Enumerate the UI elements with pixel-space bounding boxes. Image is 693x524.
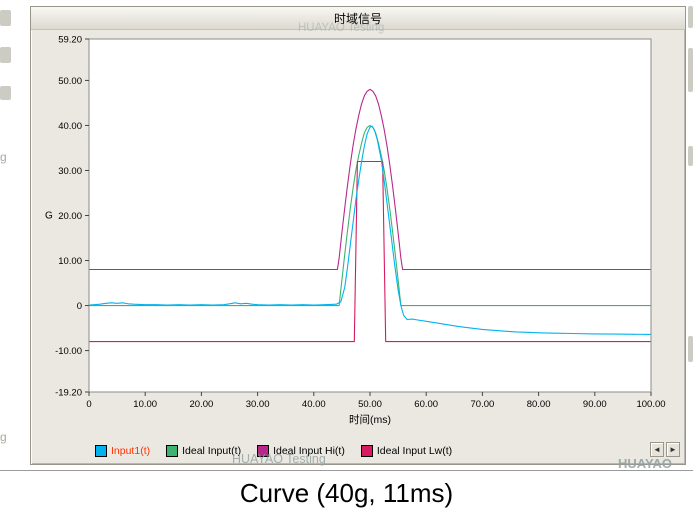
chart-wrap: 0 10.00 20.00 30.00 40.00 50.00 60.00 70.00 80.0… [31,30,685,438]
y-tick-label: 10.00 [58,256,82,267]
x-tick-label: 30.00 [246,399,270,410]
background-toolbar-icon [688,146,693,166]
separator-line [0,470,693,471]
x-tick-label: 90.00 [583,399,607,410]
legend-scroll-right-button[interactable]: ► [666,442,680,457]
series-line-3 [89,160,651,343]
background-toolbar-icon [688,6,693,28]
x-tick-label: 10.00 [133,399,157,410]
legend-label: Ideal Input Hi(t) [273,445,345,457]
background-toolbar-icon [688,48,693,92]
window-titlebar: 时域信号 [31,7,685,30]
chart-canvas: 0 10.00 20.00 30.00 40.00 50.00 60.00 70.00 80.0… [45,35,666,427]
legend-label: Ideal Input Lw(t) [376,445,453,457]
background-text-fragment: g [0,150,7,164]
x-tick-label: 20.00 [190,399,214,410]
series-line-2 [89,88,651,271]
legend-item-ideal-input[interactable]: Ideal Input(t) [166,445,241,457]
legend-swatch [95,445,107,457]
legend-item-input1[interactable]: Input1(t) [95,445,150,457]
x-tick-label: 0 [86,399,91,410]
legend-swatch [166,445,179,457]
y-tick-label: -10.00 [55,346,82,357]
y-tick-label: 0 [77,301,82,312]
legend-items: Input1(t) Ideal Input(t) Ideal Input Hi(t)… [95,445,468,457]
legend-bar: Input1(t) Ideal Input(t) Ideal Input Hi(t)… [31,438,685,464]
background-toolbar-icon [0,47,11,63]
legend-item-ideal-input-hi[interactable]: Ideal Input Hi(t) [257,445,345,457]
background-toolbar-icon [0,86,11,100]
legend-scroll-left-button[interactable]: ◄ [650,442,664,457]
time-domain-signal-window: 时域信号 0 10.00 20.00 30.00 40.00 50.00 60.00 70.0… [30,6,686,465]
x-tick-label: 80.00 [527,399,551,410]
y-tick-label: 59.20 [58,35,82,46]
series-line-1 [89,124,651,307]
x-tick-label: 40.00 [302,399,326,410]
legend-swatch [257,445,270,457]
legend-scrollers: ◄ ► [648,442,680,457]
background-text-fragment: g [0,430,7,444]
caption-text: Curve (40g, 11ms) [239,478,454,508]
y-tick-label: 40.00 [58,121,82,132]
x-tick-label: 50.00 [358,399,382,410]
legend-item-ideal-input-lw[interactable]: Ideal Input Lw(t) [360,445,453,457]
legend-swatch [360,445,373,457]
y-tick-label: 30.00 [58,166,82,177]
plot-area [88,38,652,393]
legend-label: Input1(t) [111,445,151,457]
x-tick-label: 100.00 [636,399,665,410]
series-line-0 [89,125,651,335]
x-tick-label: 60.00 [414,399,438,410]
y-axis-title: G [45,211,53,222]
x-axis-title: 时间(ms) [349,413,391,426]
window-title: 时域信号 [333,11,382,26]
y-tick-label: 50.00 [58,76,82,87]
y-tick-label: -19.20 [55,388,82,399]
legend-label: Ideal Input(t) [182,445,242,457]
background-toolbar-icon [688,336,693,362]
background-toolbar-icon [0,10,11,26]
y-tick-label: 20.00 [58,211,82,222]
x-tick-label: 70.00 [471,399,495,410]
